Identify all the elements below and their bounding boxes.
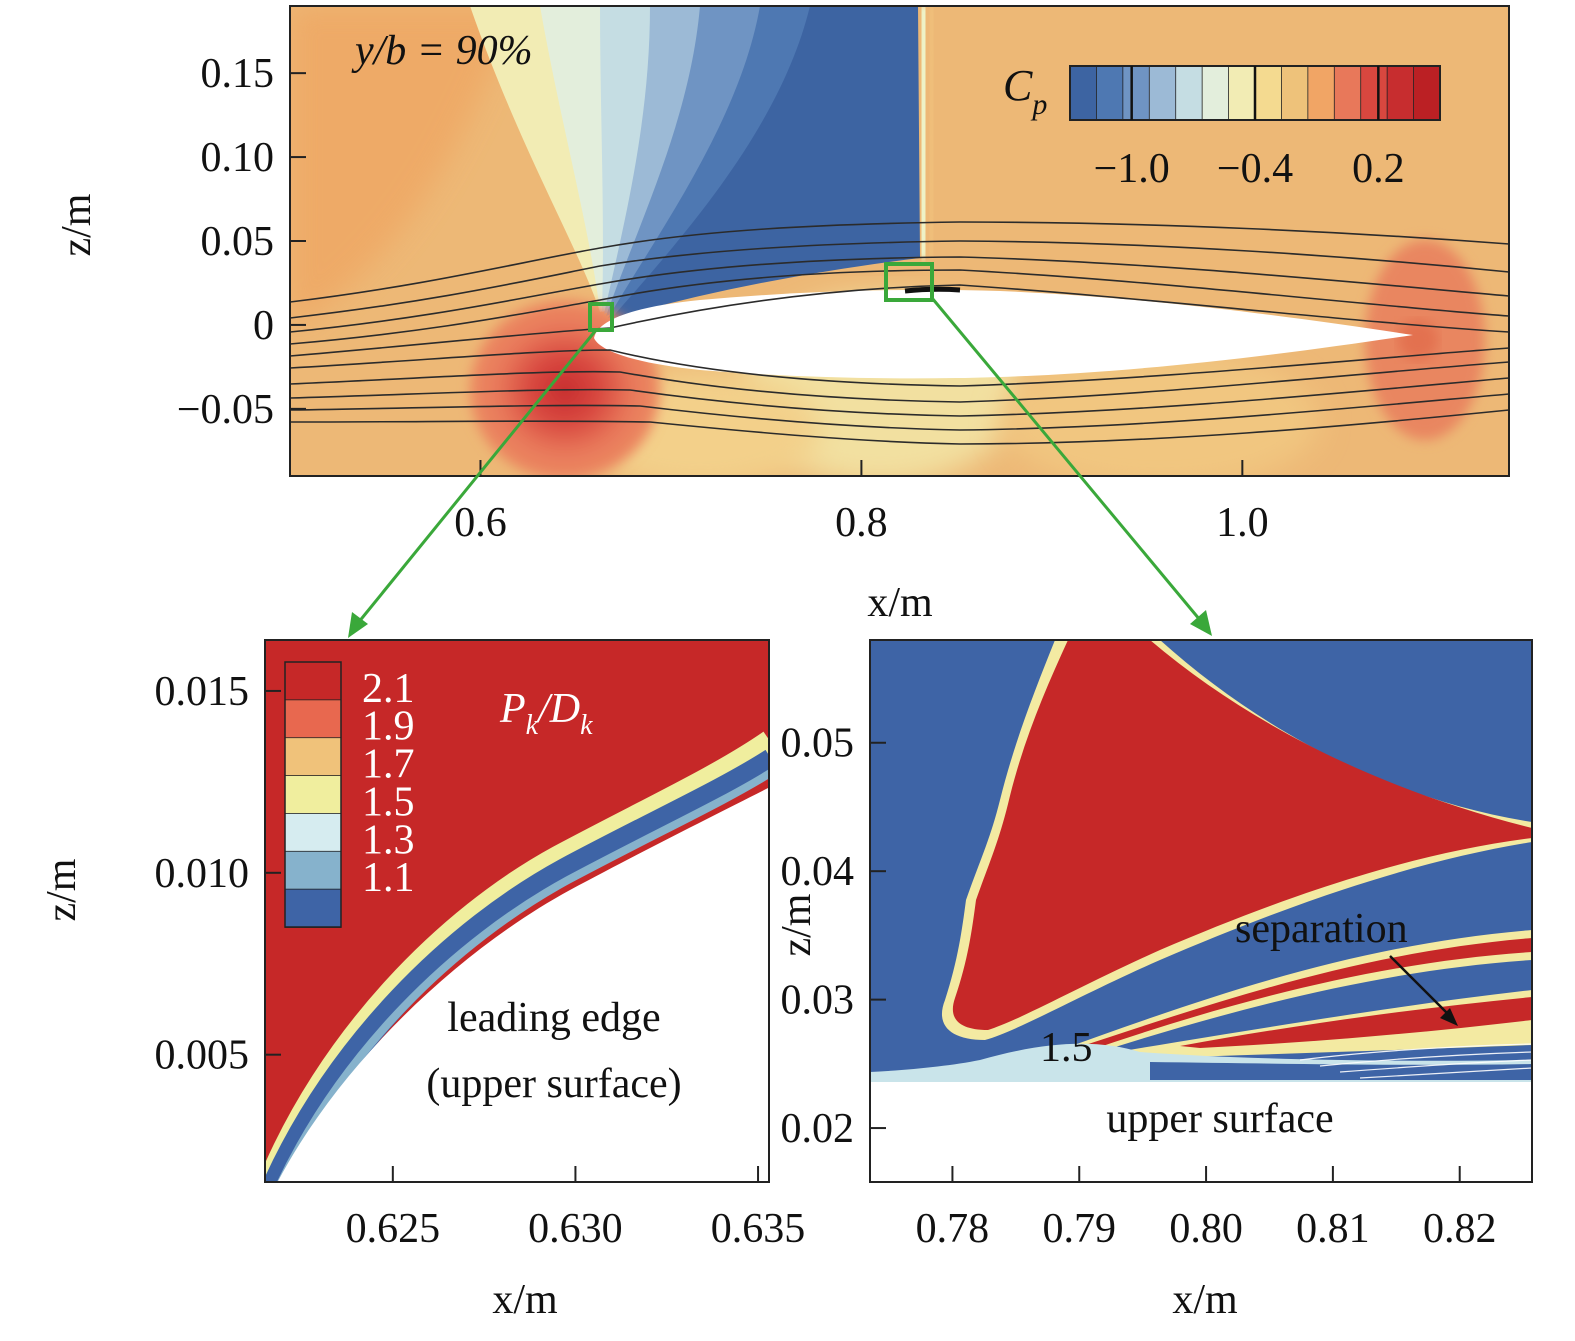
cp-colorbar-cell (1360, 65, 1389, 121)
leading-edge-x-axis-label: x/m (492, 1277, 558, 1323)
separation-x-tick-label: 0.82 (1423, 1206, 1497, 1252)
cp-colorbar-cell (1281, 65, 1309, 121)
separation-y-tick-label: 0.02 (781, 1106, 855, 1152)
cp-colorbar-cell (1148, 65, 1177, 121)
separation-x-tick-label: 0.80 (1169, 1206, 1243, 1252)
cp-colorbar-cell (1386, 65, 1415, 121)
separation-x-axis-label: x/m (1172, 1277, 1238, 1323)
leading-edge-y-tick-label: 0.005 (155, 1033, 250, 1079)
cp-colorbar-cell (1069, 65, 1098, 121)
separation-field (870, 640, 1532, 1182)
cp-colorbar-cell (1254, 65, 1283, 121)
cp-colorbar-cell (1228, 65, 1256, 121)
top-x-tick-label: 1.0 (1216, 500, 1269, 546)
cp-colorbar-tick-label: 0.2 (1352, 146, 1405, 192)
separation-y-axis-label: z/m (774, 893, 820, 956)
cp-colorbar: Cp −1.0 −0.4 0.2 (1003, 61, 1441, 192)
separation-y-tick-label: 0.05 (781, 721, 855, 767)
separation-x-tick-label: 0.81 (1296, 1206, 1370, 1252)
leading-edge-annotation-line1: leading edge (447, 995, 660, 1041)
leading-edge-panel: 2.11.91.71.51.31.1 Pk/Dk leading edge (u… (39, 639, 806, 1323)
inset-marker-separation (884, 262, 934, 302)
pkdk-legend-label: 1.3 (362, 817, 415, 863)
separation-annotation: separation (1235, 906, 1408, 952)
pkdk-legend: 2.11.91.71.51.31.1 (284, 661, 415, 928)
upper-surface-annotation: upper surface (1106, 1096, 1333, 1142)
cp-contour-panel: y/b = 90% Cp −1.0 −0.4 0.2 0.6 0.8 1.0 0.150… (54, 5, 1510, 626)
pkdk-legend-cell (284, 699, 342, 739)
top-y-tick-label: 0 (253, 303, 274, 349)
pkdk-label: Pk/Dk (499, 686, 593, 741)
cp-colorbar-cell (1413, 65, 1441, 121)
cp-colorbar-cell (1122, 65, 1151, 121)
span-station-label: y/b = 90% (351, 28, 533, 74)
separation-frame (869, 639, 1533, 1183)
pkdk-legend-label: 2.1 (362, 666, 415, 712)
separation-x-tick-label: 0.79 (1043, 1206, 1117, 1252)
separation-x-tick-label: 0.78 (916, 1206, 990, 1252)
contour-level-annotation: 1.5 (1040, 1025, 1093, 1071)
top-x-axis-label: x/m (867, 580, 933, 626)
pkdk-legend-label: 1.9 (362, 704, 415, 750)
top-y-tick-label: 0.10 (201, 135, 275, 181)
top-y-tick-label: −0.05 (177, 387, 274, 433)
streamlines (290, 221, 1509, 445)
separation-panel: separation 1.5 upper surface 0.78 0.79 0.8… (774, 639, 1533, 1323)
leading-edge-x-tick-label: 0.635 (711, 1206, 806, 1252)
cp-colorbar-tick-label: −0.4 (1217, 146, 1293, 192)
separation-pointer (1389, 955, 1453, 1019)
leading-edge-y-tick-label: 0.010 (155, 851, 250, 897)
top-x-tick-label: 0.8 (835, 500, 888, 546)
leading-edge-y-axis-label: z/m (39, 858, 85, 921)
cp-colorbar-tick-label: −1.0 (1094, 146, 1170, 192)
inset-marker-leading-edge (588, 302, 614, 332)
pkdk-legend-cell (284, 850, 342, 891)
separation-y-tick-label: 0.03 (781, 978, 855, 1024)
cp-colorbar-cell (1201, 65, 1230, 121)
top-y-axis-label: z/m (54, 193, 100, 256)
pkdk-legend-label: 1.7 (362, 742, 415, 788)
pkdk-legend-label: 1.5 (362, 779, 415, 825)
pkdk-legend-label: 1.1 (362, 855, 415, 901)
cp-colorbar-cell (1175, 65, 1204, 121)
separation-pointer-head (1440, 1008, 1458, 1026)
cp-colorbar-cell (1307, 65, 1336, 121)
cp-colorbar-cell (1096, 65, 1124, 121)
pkdk-legend-cell (284, 813, 342, 853)
zoom-arrows (348, 297, 1212, 638)
leading-edge-frame (264, 639, 770, 1183)
pkdk-legend-cell (284, 661, 342, 701)
leading-edge-annotation-line2: (upper surface) (426, 1061, 681, 1107)
leading-edge-y-tick-label: 0.015 (155, 669, 250, 715)
leading-edge-x-tick-label: 0.630 (528, 1206, 623, 1252)
leading-edge-field (265, 640, 769, 1182)
pkdk-legend-cell (284, 888, 342, 928)
top-x-tick-label: 0.6 (454, 500, 507, 546)
leading-edge-x-tick-label: 0.625 (346, 1206, 441, 1252)
pkdk-legend-cell (284, 775, 342, 815)
separation-y-tick-label: 0.04 (781, 849, 855, 895)
top-y-tick-label: 0.15 (201, 51, 275, 97)
cp-colorbar-cell (1333, 65, 1362, 121)
top-y-tick-label: 0.05 (201, 219, 275, 265)
pkdk-legend-cell (284, 737, 342, 777)
